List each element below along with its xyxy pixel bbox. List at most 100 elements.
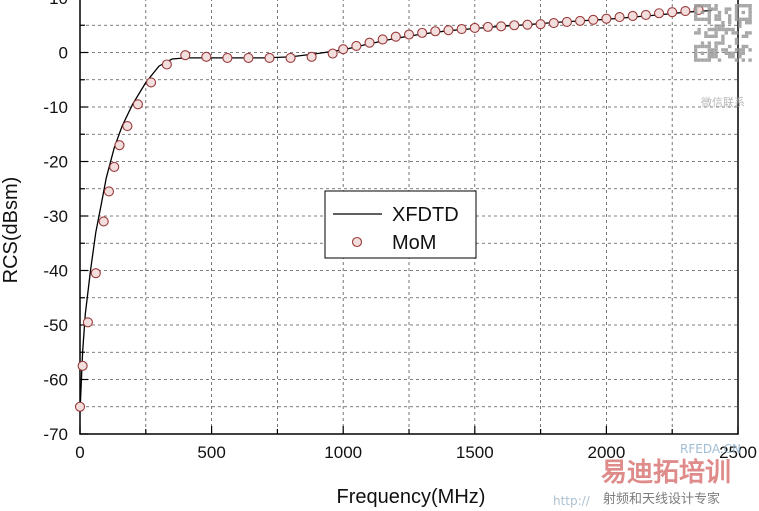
mom-point bbox=[74, 401, 86, 412]
qr-module bbox=[714, 55, 718, 59]
legend-box bbox=[324, 190, 477, 259]
x-tick-label: 0 bbox=[75, 443, 84, 462]
mom-point bbox=[430, 26, 441, 37]
qr-module bbox=[728, 55, 732, 59]
qr-module bbox=[707, 7, 711, 11]
qr-module bbox=[734, 41, 739, 45]
x-tick-label: 1500 bbox=[456, 443, 494, 462]
qr-module bbox=[748, 14, 752, 18]
mom-point bbox=[98, 216, 109, 227]
mom-point bbox=[364, 37, 375, 48]
y-tick-label: -50 bbox=[43, 316, 68, 335]
qr-module bbox=[707, 51, 711, 55]
qr-module bbox=[717, 14, 722, 18]
qr-module bbox=[704, 58, 708, 62]
x-tick-label: 2000 bbox=[587, 443, 625, 462]
mom-point bbox=[588, 14, 599, 25]
mom-point bbox=[548, 18, 559, 29]
qr-module bbox=[741, 4, 745, 8]
qr-module bbox=[717, 10, 722, 15]
mom-point bbox=[146, 77, 157, 88]
qr-module bbox=[724, 7, 728, 11]
qr-module bbox=[697, 31, 701, 35]
qr-module bbox=[700, 41, 705, 45]
mom-point bbox=[222, 52, 233, 64]
qr-module bbox=[704, 17, 708, 21]
x-tick-label: 2500 bbox=[719, 443, 757, 462]
qr-module bbox=[721, 34, 725, 38]
qr-module bbox=[694, 7, 698, 11]
legend-mom-label: MoM bbox=[392, 232, 436, 254]
mom-point bbox=[327, 48, 338, 59]
qr-module bbox=[694, 58, 698, 62]
mom-point bbox=[377, 34, 388, 45]
qr-module bbox=[748, 7, 752, 11]
qr-module bbox=[694, 10, 698, 15]
y-tick-label: -30 bbox=[43, 207, 68, 226]
qr-module bbox=[704, 4, 708, 8]
qr-module bbox=[724, 48, 728, 52]
qr-module bbox=[728, 27, 732, 32]
qr-module bbox=[714, 51, 718, 55]
qr-module bbox=[724, 51, 728, 55]
qr-module bbox=[707, 17, 711, 21]
qr-module bbox=[707, 58, 711, 62]
qr-module bbox=[741, 58, 745, 62]
qr-module bbox=[700, 51, 705, 55]
mom-point bbox=[243, 52, 254, 64]
qr-module bbox=[728, 17, 732, 21]
qr-module bbox=[714, 34, 718, 38]
qr-module bbox=[714, 4, 718, 8]
qr-module bbox=[707, 21, 711, 25]
qr-module bbox=[741, 10, 745, 15]
y-tick-label: -10 bbox=[43, 98, 68, 117]
qr-module bbox=[734, 7, 739, 11]
mom-point bbox=[306, 51, 317, 62]
mom-point bbox=[653, 8, 665, 19]
legend-xfdtd-label: XFDTD bbox=[392, 204, 459, 226]
qr-caption: 微信联系 bbox=[701, 95, 745, 109]
qr-module bbox=[704, 31, 708, 35]
qr-module bbox=[728, 51, 732, 55]
qr-module bbox=[728, 7, 732, 11]
qr-module bbox=[734, 48, 739, 52]
qr-module bbox=[731, 31, 735, 35]
qr-module bbox=[700, 17, 705, 21]
grid-lines bbox=[80, 0, 738, 434]
qr-module bbox=[748, 10, 752, 15]
x-axis-title: Frequency(MHz) bbox=[337, 486, 486, 508]
qr-module bbox=[707, 4, 711, 8]
qr-module bbox=[714, 24, 718, 28]
qr-module bbox=[704, 34, 708, 38]
mom-point bbox=[614, 12, 625, 23]
mom-point bbox=[77, 360, 88, 371]
qr-module bbox=[700, 58, 705, 62]
qr-module bbox=[728, 44, 732, 49]
qr-module bbox=[724, 10, 728, 15]
qr-module bbox=[694, 31, 698, 35]
qr-module bbox=[700, 44, 705, 49]
qr-module bbox=[717, 17, 722, 21]
qr-module bbox=[724, 27, 728, 32]
qr-module bbox=[707, 44, 711, 49]
axis-ticks bbox=[79, 24, 739, 435]
mom-point bbox=[161, 59, 172, 70]
x-tick-label: 1000 bbox=[324, 443, 362, 462]
qr-module bbox=[734, 4, 739, 8]
watermark-brand: 易迪拓培训 bbox=[601, 458, 731, 488]
qr-module bbox=[721, 24, 725, 28]
qr-module bbox=[741, 48, 745, 52]
qr-module bbox=[745, 31, 749, 35]
x-tick-label: 500 bbox=[197, 443, 225, 462]
qr-module bbox=[694, 51, 698, 55]
qr-module bbox=[721, 38, 725, 42]
mom-point bbox=[109, 161, 120, 172]
watermark-site: RFEDA.CN bbox=[680, 442, 741, 456]
qr-module bbox=[707, 14, 711, 18]
series-mom-markers bbox=[74, 4, 704, 412]
legend: XFDTD MoM bbox=[324, 190, 477, 259]
mom-point bbox=[496, 21, 507, 32]
qr-module bbox=[738, 21, 742, 25]
qr-module bbox=[711, 34, 715, 38]
qr-module bbox=[714, 41, 718, 45]
